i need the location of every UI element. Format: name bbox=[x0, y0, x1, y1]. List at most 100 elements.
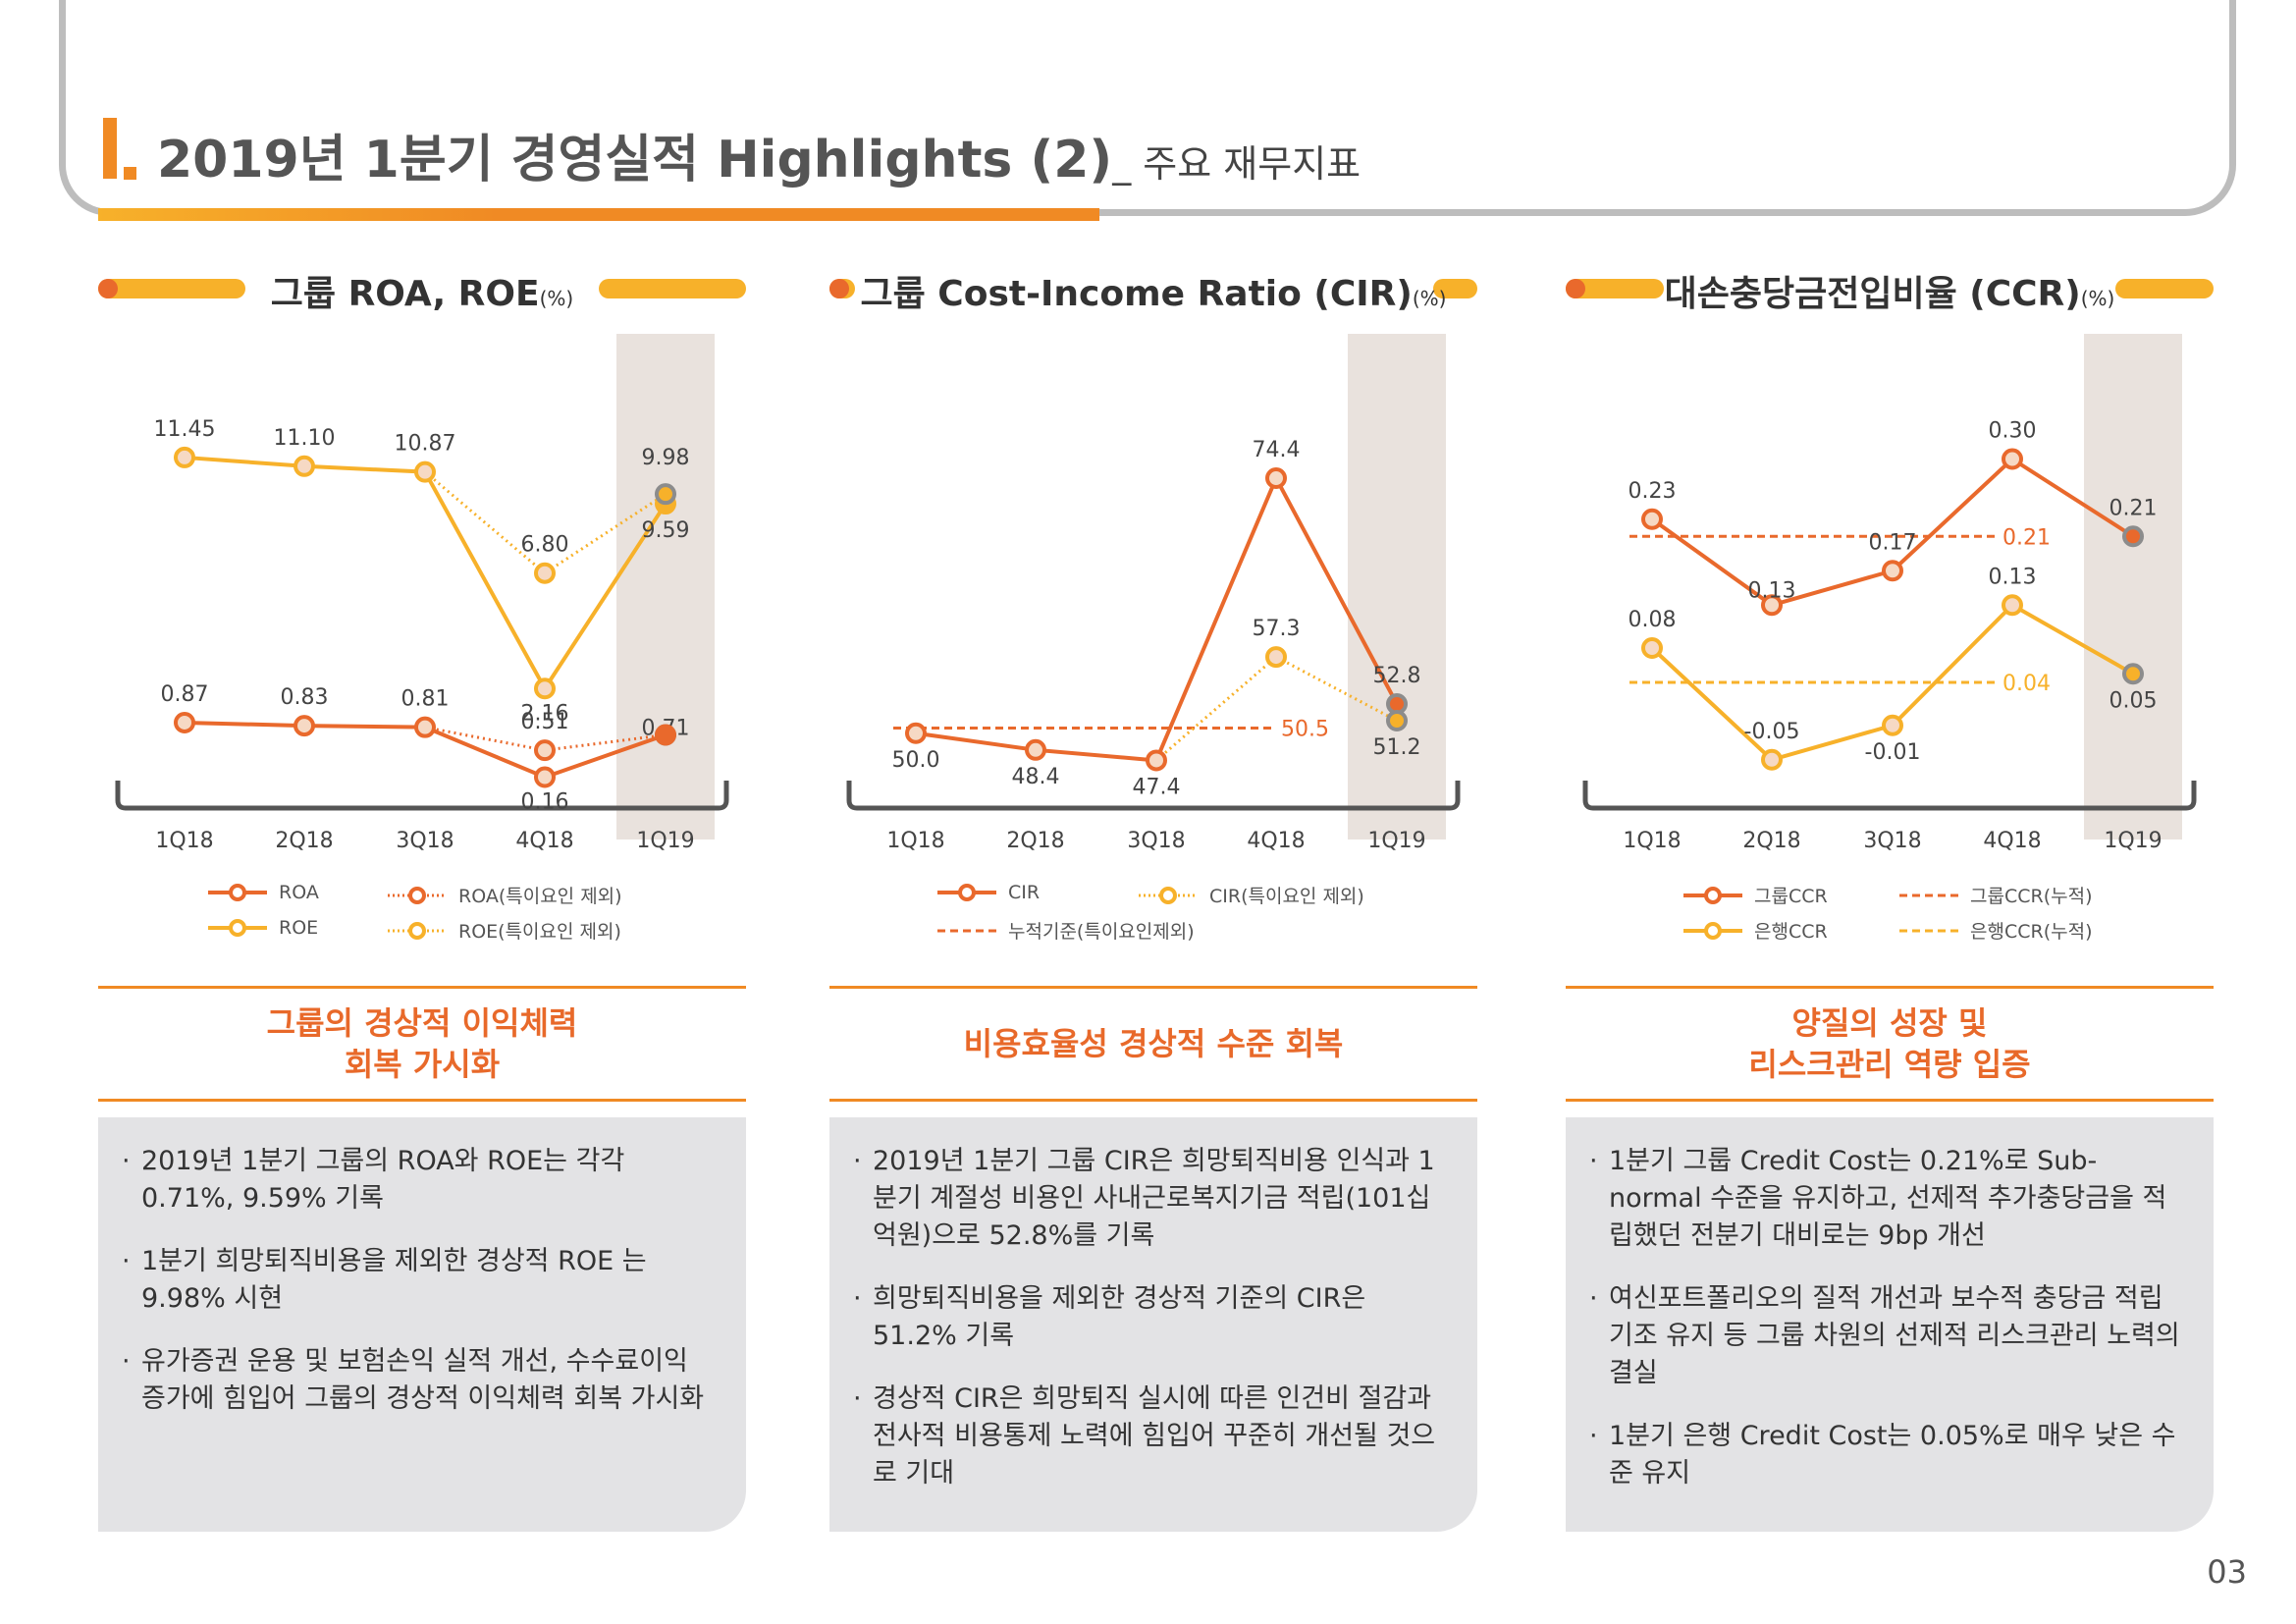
x-tick-label: 2Q18 bbox=[1006, 829, 1064, 853]
data-label: -0.05 bbox=[1744, 720, 1800, 744]
data-label: 2.16 bbox=[521, 701, 569, 726]
legend-item-roe-adj: ROE(특이요인 제외) bbox=[388, 917, 621, 944]
panel-title: 그룹 Cost-Income Ratio (CIR)(%) bbox=[829, 265, 1477, 316]
data-point bbox=[1265, 646, 1287, 669]
data-label: 0.30 bbox=[1989, 419, 2037, 444]
x-axis-bracket bbox=[1582, 781, 2197, 811]
section-marker-bar bbox=[103, 118, 117, 179]
x-tick-label: 4Q18 bbox=[1247, 829, 1305, 853]
legend-item-roa: ROA bbox=[208, 882, 319, 903]
commentary-box: 2019년 1분기 그룹 CIR은 희망퇴직비용 인식과 1분기 계절성 비용인… bbox=[829, 1117, 1477, 1532]
legend-swatch-dashed-yellow bbox=[1899, 929, 1958, 932]
data-point bbox=[1265, 467, 1287, 490]
x-tick-label: 1Q18 bbox=[886, 829, 944, 853]
x-axis-bracket bbox=[846, 781, 1461, 811]
kpi-headline: 그룹의 경상적 이익체력 회복 가시화 bbox=[98, 986, 746, 1102]
reference-line-label: 50.5 bbox=[1281, 717, 1329, 741]
x-tick-label: 2Q18 bbox=[275, 829, 333, 853]
data-label: 9.59 bbox=[642, 518, 690, 543]
legend-swatch-solid-yellow bbox=[1683, 921, 1742, 940]
commentary-box: 2019년 1분기 그룹의 ROA와 ROE는 각각 0.71%, 9.59% … bbox=[98, 1117, 746, 1532]
legend-label: ROE bbox=[279, 917, 319, 939]
header-frame bbox=[59, 0, 2236, 216]
legend-item-roe: ROE bbox=[208, 917, 318, 939]
page-number: 03 bbox=[2207, 1553, 2247, 1591]
data-label: 0.13 bbox=[1989, 565, 2037, 589]
bullet-item: 1분기 은행 Credit Cost는 0.05%로 매우 낮은 수준 유지 bbox=[1589, 1418, 2184, 1492]
legend-label: 그룹CCR bbox=[1754, 886, 1828, 907]
x-tick-label: 1Q19 bbox=[2104, 829, 2162, 853]
legend-label: ROE(특이요인 제외) bbox=[458, 921, 621, 943]
kpi-text: 비용효율성 경상적 수준 회복 bbox=[963, 1025, 1344, 1062]
legend-item-bank-ccr: 은행CCR bbox=[1683, 917, 1828, 944]
x-tick-label: 4Q18 bbox=[1983, 829, 2041, 853]
data-point bbox=[1882, 560, 1903, 582]
data-label: 0.17 bbox=[1869, 530, 1917, 555]
data-point bbox=[2122, 525, 2144, 548]
data-label: 0.16 bbox=[521, 789, 569, 814]
legend-item-roa-adj: ROA(특이요인 제외) bbox=[388, 882, 622, 908]
data-point bbox=[534, 739, 556, 762]
header-pill-left bbox=[98, 279, 245, 298]
roa-roe-chart: 1Q18 2Q18 3Q18 4Q18 1Q19 11.45 11.10 10.87 2.16 9… bbox=[115, 334, 729, 853]
bullet-item: 경상적 CIR은 희망퇴직 실시에 따른 인건비 절감과 전사적 비용통제 노력… bbox=[853, 1380, 1448, 1492]
data-point bbox=[1761, 594, 1783, 617]
data-point bbox=[905, 722, 927, 744]
legend-label: CIR bbox=[1008, 882, 1041, 903]
page-title: 2019년 1분기 경영실적 Highlights (2)_ 주요 재무지표 bbox=[157, 118, 1361, 191]
panel-title-text: 그룹 Cost-Income Ratio (CIR) bbox=[860, 274, 1413, 314]
page-subtitle: _ 주요 재무지표 bbox=[1112, 142, 1362, 186]
bullet-item: 2019년 1분기 그룹 CIR은 희망퇴직비용 인식과 1분기 계절성 비용인… bbox=[853, 1143, 1448, 1255]
data-point bbox=[655, 483, 676, 506]
data-label: 0.83 bbox=[281, 685, 329, 710]
bullet-item: 희망퇴직비용을 제외한 경상적 기준의 CIR은 51.2% 기록 bbox=[853, 1280, 1448, 1355]
bullet-item: 1분기 희망퇴직비용을 제외한 경상적 ROE 는 9.98% 시현 bbox=[122, 1243, 717, 1318]
data-label: 48.4 bbox=[1012, 765, 1060, 789]
data-point bbox=[2002, 594, 2023, 617]
data-label: 52.8 bbox=[1373, 664, 1421, 688]
header-pill-left bbox=[1566, 279, 1664, 298]
x-tick-label: 1Q18 bbox=[155, 829, 213, 853]
bullet-item: 여신포트폴리오의 질적 개선과 보수적 충당금 적립 기조 유지 등 그룹 차원… bbox=[1589, 1280, 2184, 1392]
data-label: -0.01 bbox=[1865, 740, 1921, 765]
bullet-item: 1분기 그룹 Credit Cost는 0.21%로 Sub-normal 수준… bbox=[1589, 1143, 2184, 1255]
data-label: 0.51 bbox=[521, 710, 569, 734]
legend-label: ROA(특이요인 제외) bbox=[458, 886, 622, 907]
x-axis-bracket bbox=[115, 781, 729, 811]
legend-item-group-ccr: 그룹CCR bbox=[1683, 882, 1828, 908]
legend-swatch-dotted-yellow bbox=[388, 921, 447, 940]
commentary-box: 1분기 그룹 Credit Cost는 0.21%로 Sub-normal 수준… bbox=[1566, 1117, 2214, 1532]
x-tick-label: 1Q19 bbox=[1367, 829, 1425, 853]
data-point bbox=[294, 715, 315, 737]
kpi-text: 양질의 성장 및 리스크관리 역량 입증 bbox=[1748, 1004, 2031, 1083]
legend-swatch-dotted-orange bbox=[388, 886, 447, 904]
panel-roa-roe: 그룹 ROA, ROE(%) 1Q18 2Q18 3Q18 4Q18 1Q19 11.45… bbox=[98, 265, 746, 1542]
x-tick-label: 3Q18 bbox=[1127, 829, 1185, 853]
data-label: 0.13 bbox=[1748, 578, 1796, 603]
page-title-text: 2019년 1분기 경영실적 Highlights (2) bbox=[157, 131, 1113, 189]
data-point bbox=[174, 446, 195, 468]
data-label: 47.4 bbox=[1133, 775, 1181, 799]
data-point bbox=[1025, 738, 1046, 761]
legend-label: 은행CCR bbox=[1754, 921, 1828, 943]
legend-swatch-dotted-yellow bbox=[1139, 886, 1198, 904]
data-point bbox=[1641, 637, 1663, 659]
data-label: 50.0 bbox=[892, 748, 940, 773]
reference-line-label: 0.04 bbox=[2002, 672, 2051, 696]
legend-swatch-solid-orange bbox=[1683, 886, 1742, 904]
data-label: 0.23 bbox=[1629, 479, 1677, 504]
section-marker-dot bbox=[124, 167, 136, 180]
legend-item-cir-adj: CIR(특이요인 제외) bbox=[1139, 882, 1364, 908]
bullet-item: 유가증권 운용 및 보험손익 실적 개선, 수수료이익 증가에 힘입어 그룹의 … bbox=[122, 1343, 717, 1418]
legend-label: 은행CCR(누적) bbox=[1970, 921, 2093, 943]
data-label: 0.08 bbox=[1629, 608, 1677, 632]
panel-header: 그룹 ROA, ROE(%) bbox=[98, 265, 746, 314]
chart-legend: 그룹CCR 그룹CCR(누적) 은행CCR 은행CCR(누적) bbox=[1566, 882, 2214, 950]
kpi-headline: 비용효율성 경상적 수준 회복 bbox=[829, 986, 1477, 1102]
data-point bbox=[1386, 710, 1408, 731]
highlight-band-1q19 bbox=[616, 334, 715, 839]
data-point bbox=[294, 455, 315, 477]
panel-unit: (%) bbox=[2080, 287, 2115, 310]
data-point bbox=[2002, 448, 2023, 470]
data-label: 11.45 bbox=[154, 417, 216, 442]
